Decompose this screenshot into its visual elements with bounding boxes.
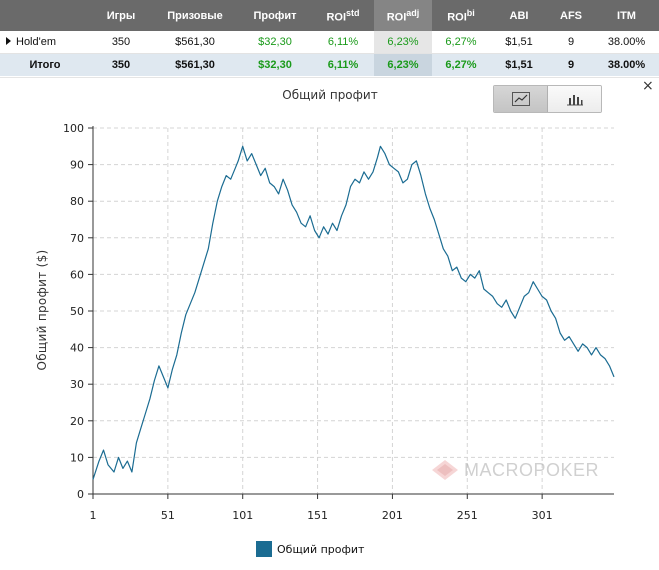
roi-bi-cell: 6,27% (432, 31, 490, 54)
expand-arrow-icon[interactable] (6, 37, 11, 45)
y-tick-label: 10 (70, 451, 84, 464)
row-name-cell[interactable]: Hold'em (0, 31, 90, 54)
col-header-games[interactable]: Игры (90, 0, 152, 31)
x-tick-label: 51 (161, 509, 175, 522)
macropoker-logo-icon (432, 460, 458, 480)
chart-title: Общий профит (282, 88, 378, 102)
x-tick-label: 101 (232, 509, 253, 522)
abi-cell: $1,51 (490, 31, 548, 54)
y-tick-label: 100 (63, 122, 84, 135)
roi-std-cell: 6,11% (312, 31, 374, 54)
profit-cell: $32,30 (238, 53, 312, 76)
grid-lines (93, 127, 614, 494)
macropoker-logo: MACROPOKER (430, 458, 599, 482)
stats-table: Игры Призовые Профит ROIstd ROIadj ROIbi… (0, 0, 659, 76)
bar-chart-button[interactable] (548, 86, 601, 112)
col-header-prize[interactable]: Призовые (152, 0, 238, 31)
afs-cell: 9 (548, 31, 594, 54)
itm-cell: 38.00% (594, 31, 659, 54)
table-row[interactable]: Hold'em 350 $561,30 $32,30 6,11% 6,23% 6… (0, 31, 659, 54)
y-tick-label: 40 (70, 342, 84, 355)
y-tick-label: 0 (77, 488, 84, 501)
roi-adj-cell: 6,23% (374, 31, 432, 54)
y-tick-label: 60 (70, 268, 84, 281)
col-header-itm[interactable]: ITM (594, 0, 659, 31)
legend-label: Общий профит (277, 542, 365, 556)
prize-cell: $561,30 (152, 53, 238, 76)
x-tick-label: 151 (307, 509, 328, 522)
close-icon[interactable]: × (642, 78, 654, 94)
profit-cell: $32,30 (238, 31, 312, 54)
roi-bi-cell: 6,27% (432, 53, 490, 76)
itm-cell: 38.00% (594, 53, 659, 76)
col-header-profit[interactable]: Профит (238, 0, 312, 31)
afs-cell: 9 (548, 53, 594, 76)
prize-cell: $561,30 (152, 31, 238, 54)
chart-view-toggle (493, 85, 602, 113)
x-tick-label: 1 (90, 509, 97, 522)
legend-swatch (256, 541, 272, 557)
line-chart-icon (511, 92, 530, 106)
col-header-abi[interactable]: ABI (490, 0, 548, 31)
table-header-row: Игры Призовые Профит ROIstd ROIadj ROIbi… (0, 0, 659, 31)
col-header-roi-adj[interactable]: ROIadj (374, 0, 432, 31)
col-header-roi-bi[interactable]: ROIbi (432, 0, 490, 31)
y-tick-label: 80 (70, 195, 84, 208)
y-tick-label: 20 (70, 415, 84, 428)
y-tick-label: 50 (70, 305, 84, 318)
series-layer (92, 145, 615, 480)
col-header-roi-std[interactable]: ROIstd (312, 0, 374, 31)
abi-cell: $1,51 (490, 53, 548, 76)
chart-legend[interactable]: Общий профит (256, 541, 364, 557)
x-tick-label: 251 (457, 509, 478, 522)
col-header-afs[interactable]: AFS (548, 0, 594, 31)
table-total-row: Итого 350 $561,30 $32,30 6,11% 6,23% 6,2… (0, 53, 659, 76)
total-label-cell: Итого (0, 53, 90, 76)
col-header-name (0, 0, 90, 31)
roi-std-cell: 6,11% (312, 53, 374, 76)
bar-chart-icon (566, 95, 583, 106)
games-cell: 350 (90, 53, 152, 76)
line-chart-button[interactable] (494, 86, 548, 112)
x-tick-label: 201 (382, 509, 403, 522)
games-cell: 350 (90, 31, 152, 54)
roi-adj-cell: 6,23% (374, 53, 432, 76)
y-tick-label: 90 (70, 159, 84, 172)
y-tick-label: 70 (70, 232, 84, 245)
axes (88, 126, 614, 499)
panel-divider (0, 77, 659, 78)
watermark-text: MACROPOKER (464, 459, 600, 480)
y-tick-label: 30 (70, 378, 84, 391)
x-tick-label: 301 (532, 509, 553, 522)
series-line-total-profit (92, 145, 615, 480)
